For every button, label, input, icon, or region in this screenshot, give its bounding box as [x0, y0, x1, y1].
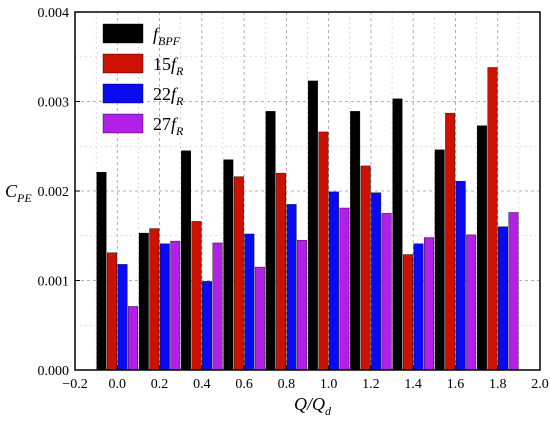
legend-swatch	[102, 113, 144, 134]
y-axis-title-sub: PE	[16, 191, 32, 205]
bar	[381, 213, 392, 371]
axis-ticks: −0.2 0.0 0.2 0.4 0.6 0.8 1.0 1.2 1.4 1.6 1.8 2.0 0.0…	[38, 6, 549, 392]
bar	[170, 240, 181, 371]
bar	[223, 159, 234, 371]
bar	[181, 150, 192, 371]
legend-label-sub: R	[175, 94, 184, 108]
bar	[318, 131, 329, 371]
y-axis-title: CPE	[5, 181, 32, 205]
bar	[413, 243, 424, 371]
bar	[307, 80, 318, 371]
bar	[286, 204, 297, 371]
x-tick-label: 0.2	[151, 377, 169, 392]
legend-label-sub: R	[175, 64, 184, 78]
x-tick-label: 0.6	[235, 377, 253, 392]
legend-label: 15fR	[153, 54, 184, 78]
x-tick-label: 0.0	[109, 377, 127, 392]
bar	[128, 306, 138, 371]
bar	[434, 149, 445, 371]
bar	[371, 192, 382, 371]
legend-label-sub: R	[175, 124, 184, 138]
legend-label-main: 27	[153, 114, 171, 134]
legend-label-main: 22	[153, 84, 171, 104]
bar	[423, 237, 434, 371]
x-tick-label: 1.8	[489, 377, 507, 392]
y-tick-label: 0.003	[38, 96, 70, 111]
bar	[233, 176, 244, 371]
legend-label: fBPF	[153, 24, 181, 48]
x-tick-label: 1.4	[404, 377, 422, 392]
x-tick-label: 1.6	[447, 377, 465, 392]
bar	[445, 112, 456, 371]
bar	[498, 226, 508, 371]
x-axis-title: Q/Qd	[294, 394, 332, 418]
legend-swatch	[102, 23, 144, 44]
legend-swatch	[102, 53, 144, 74]
x-tick-label: 1.0	[320, 377, 338, 392]
bar	[244, 233, 255, 371]
legend-label-sub: BPF	[158, 34, 181, 48]
legend-label-symbol: f	[171, 84, 179, 104]
bar	[392, 98, 403, 371]
y-tick-label: 0.004	[38, 6, 70, 21]
bar	[466, 234, 477, 371]
bar	[96, 172, 107, 371]
legend-label: 27fR	[153, 114, 184, 138]
bar	[297, 240, 308, 371]
bar	[254, 266, 265, 371]
bar	[508, 212, 519, 371]
legend-label-main: 15	[153, 54, 171, 74]
bar	[138, 232, 149, 371]
legend-label: 22fR	[153, 84, 184, 108]
legend-swatch	[102, 83, 144, 104]
legend-label-symbol: f	[171, 114, 179, 134]
bar	[360, 165, 371, 371]
bar	[402, 254, 413, 371]
bar	[159, 243, 170, 371]
y-axis-title-main: C	[5, 181, 18, 201]
bar	[455, 180, 466, 371]
bar	[265, 111, 276, 371]
bar	[339, 207, 350, 371]
bar	[276, 172, 287, 371]
bar	[117, 264, 128, 371]
bar	[487, 67, 498, 371]
bar	[149, 228, 160, 371]
bar	[477, 125, 487, 371]
y-tick-label: 0.000	[38, 364, 70, 379]
bars	[96, 67, 519, 371]
bar	[328, 191, 339, 371]
y-tick-label: 0.002	[38, 185, 70, 200]
x-tick-label: −0.2	[62, 377, 87, 392]
y-tick-label: 0.001	[38, 275, 70, 290]
x-tick-label: 0.4	[193, 377, 211, 392]
bar	[107, 252, 117, 371]
legend-label-symbol: f	[171, 54, 179, 74]
bar	[212, 242, 223, 371]
x-axis-title-sub: d	[325, 404, 332, 418]
x-tick-label: 2.0	[531, 377, 549, 392]
bar	[202, 281, 213, 371]
legend-label-main: f	[153, 24, 161, 44]
bar	[191, 221, 202, 371]
x-tick-label: 1.2	[362, 377, 380, 392]
x-tick-label: 0.8	[278, 377, 296, 392]
bar	[350, 111, 361, 371]
x-axis-title-main: Q/Q	[294, 394, 325, 414]
